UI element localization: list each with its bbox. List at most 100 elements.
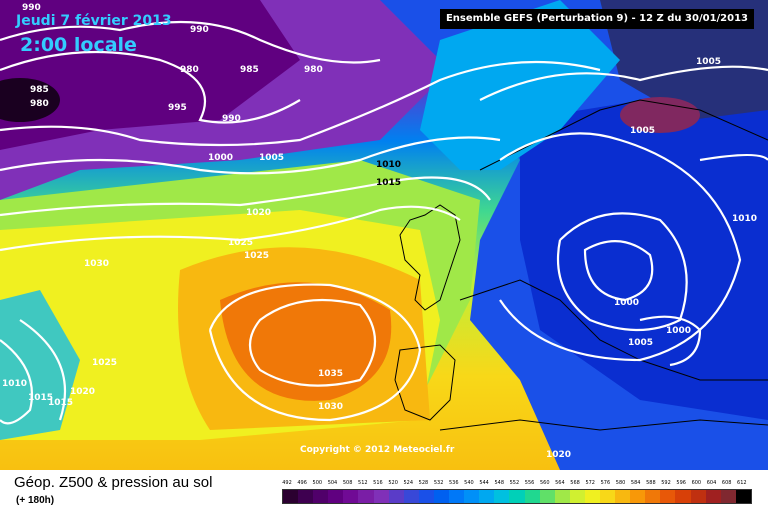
- scale-value-label: 608: [721, 480, 732, 486]
- scale-value-label: 504: [327, 480, 338, 486]
- scale-value-label: 600: [691, 480, 702, 486]
- scale-value-label: 532: [433, 480, 444, 486]
- scale-value-label: 552: [509, 480, 520, 486]
- legend-footer: Géop. Z500 & pression au sol (+ 180h) 49…: [0, 470, 768, 512]
- scale-value-label: 596: [676, 480, 686, 486]
- scale-swatch: [569, 490, 585, 503]
- isobar-labels: 990 990 980 985 980 985 980 995 990 1000…: [2, 3, 757, 460]
- scale-swatch: [675, 490, 691, 503]
- scale-swatch: [358, 490, 374, 503]
- scale-swatch: [690, 490, 706, 503]
- north-africa-outline: [439, 419, 768, 431]
- scale-swatch: [388, 490, 404, 503]
- scale-swatch: [705, 490, 721, 503]
- scale-value-label: 564: [555, 480, 565, 486]
- isobar-line: [639, 315, 702, 367]
- scale-value-label: 556: [524, 480, 535, 486]
- isobar-label: 1005: [259, 153, 284, 163]
- scale-swatch: [283, 490, 299, 503]
- isobar-label: 1010: [2, 379, 27, 389]
- isobar-label: 1025: [92, 358, 117, 368]
- isobar-label: 1030: [318, 402, 343, 412]
- scale-swatch: [554, 490, 570, 503]
- scale-value-label: 580: [615, 480, 626, 486]
- color-scale-bar: [282, 489, 752, 504]
- scale-swatch: [630, 490, 646, 503]
- isobar-label: 1030: [84, 259, 109, 269]
- scandinavia-outline: [479, 99, 768, 171]
- isobars: [0, 20, 768, 425]
- isobar-label: 1005: [630, 126, 655, 136]
- scale-value-label: 604: [706, 480, 717, 486]
- isobar-line: [499, 132, 742, 362]
- scale-value-label: 492: [282, 480, 292, 486]
- scale-swatch: [403, 490, 419, 503]
- isobar-label: 980: [304, 65, 323, 75]
- isobar-line: [0, 205, 461, 252]
- isobar-line: [699, 153, 768, 162]
- scale-swatch: [328, 490, 344, 503]
- scale-value-label: 588: [646, 480, 656, 486]
- scale-swatch: [615, 490, 631, 503]
- scale-value-label: 500: [312, 480, 323, 486]
- scale-swatch: [524, 490, 540, 503]
- scale-value-label: 536: [448, 480, 459, 486]
- isobar-line: [19, 319, 67, 421]
- isobar-label: 1035: [318, 369, 343, 379]
- scale-swatch: [599, 490, 616, 503]
- scale-value-label: 592: [661, 480, 671, 486]
- isobar-line: [0, 339, 34, 425]
- isobar-label: 980: [30, 99, 49, 109]
- isobar-line: [583, 240, 654, 302]
- isobar-label: 990: [222, 114, 241, 124]
- scale-swatch: [660, 490, 676, 503]
- low-core: [0, 78, 60, 122]
- isobar-line: [479, 65, 768, 101]
- forecast-date: Jeudi 7 février 2013: [16, 13, 172, 29]
- scale-swatch: [509, 490, 525, 503]
- map-title: Géop. Z500 & pression au sol: [14, 474, 213, 491]
- isobar-label: 1015: [376, 178, 401, 188]
- scale-swatch: [720, 490, 736, 503]
- isobar-label: 1025: [228, 238, 253, 248]
- scale-value-label: 576: [600, 480, 611, 486]
- scale-value-label: 612: [737, 480, 747, 486]
- scale-swatch: [449, 490, 465, 503]
- northeast-low-core: [620, 97, 700, 133]
- map-canvas: 990 990 980 985 980 985 980 995 990 1000…: [0, 0, 768, 470]
- scale-swatch: [298, 490, 314, 503]
- scale-swatch: [464, 490, 480, 503]
- scale-swatch: [645, 490, 661, 503]
- isobar-label: 980: [180, 65, 199, 75]
- scale-swatch: [373, 490, 389, 503]
- isobar-label: 1020: [70, 387, 95, 397]
- british-isles-outline: [399, 204, 461, 311]
- isobar-line: [208, 283, 422, 422]
- scale-swatch: [494, 490, 510, 503]
- forecast-lead-time: (+ 180h): [16, 495, 55, 506]
- isobar-label: 985: [240, 65, 259, 75]
- scale-swatch: [418, 490, 434, 503]
- isobar-line: [0, 60, 601, 147]
- scale-swatch: [313, 490, 329, 503]
- isobar-label: 1010: [732, 214, 757, 224]
- isobar-line: [0, 20, 381, 64]
- scale-swatch: [539, 490, 555, 503]
- scale-value-label: 508: [342, 480, 353, 486]
- scale-value-label: 548: [494, 480, 505, 486]
- scale-value-label: 528: [418, 480, 429, 486]
- scale-swatch: [735, 490, 751, 503]
- isobar-label: 1015: [48, 398, 73, 408]
- scale-swatch: [433, 490, 450, 503]
- isobar-label: 1010: [376, 160, 401, 170]
- isobar-label: 985: [30, 85, 49, 95]
- model-run-label: Ensemble GEFS (Perturbation 9) - 12 Z du…: [440, 9, 754, 29]
- southwest-band: [0, 290, 80, 440]
- scale-swatch: [584, 490, 600, 503]
- isobar-label: 1000: [208, 153, 233, 163]
- scale-value-label: 516: [373, 480, 383, 486]
- scale-value-label: 584: [630, 480, 641, 486]
- scale-swatch: [479, 490, 495, 503]
- scale-value-label: 540: [464, 480, 474, 486]
